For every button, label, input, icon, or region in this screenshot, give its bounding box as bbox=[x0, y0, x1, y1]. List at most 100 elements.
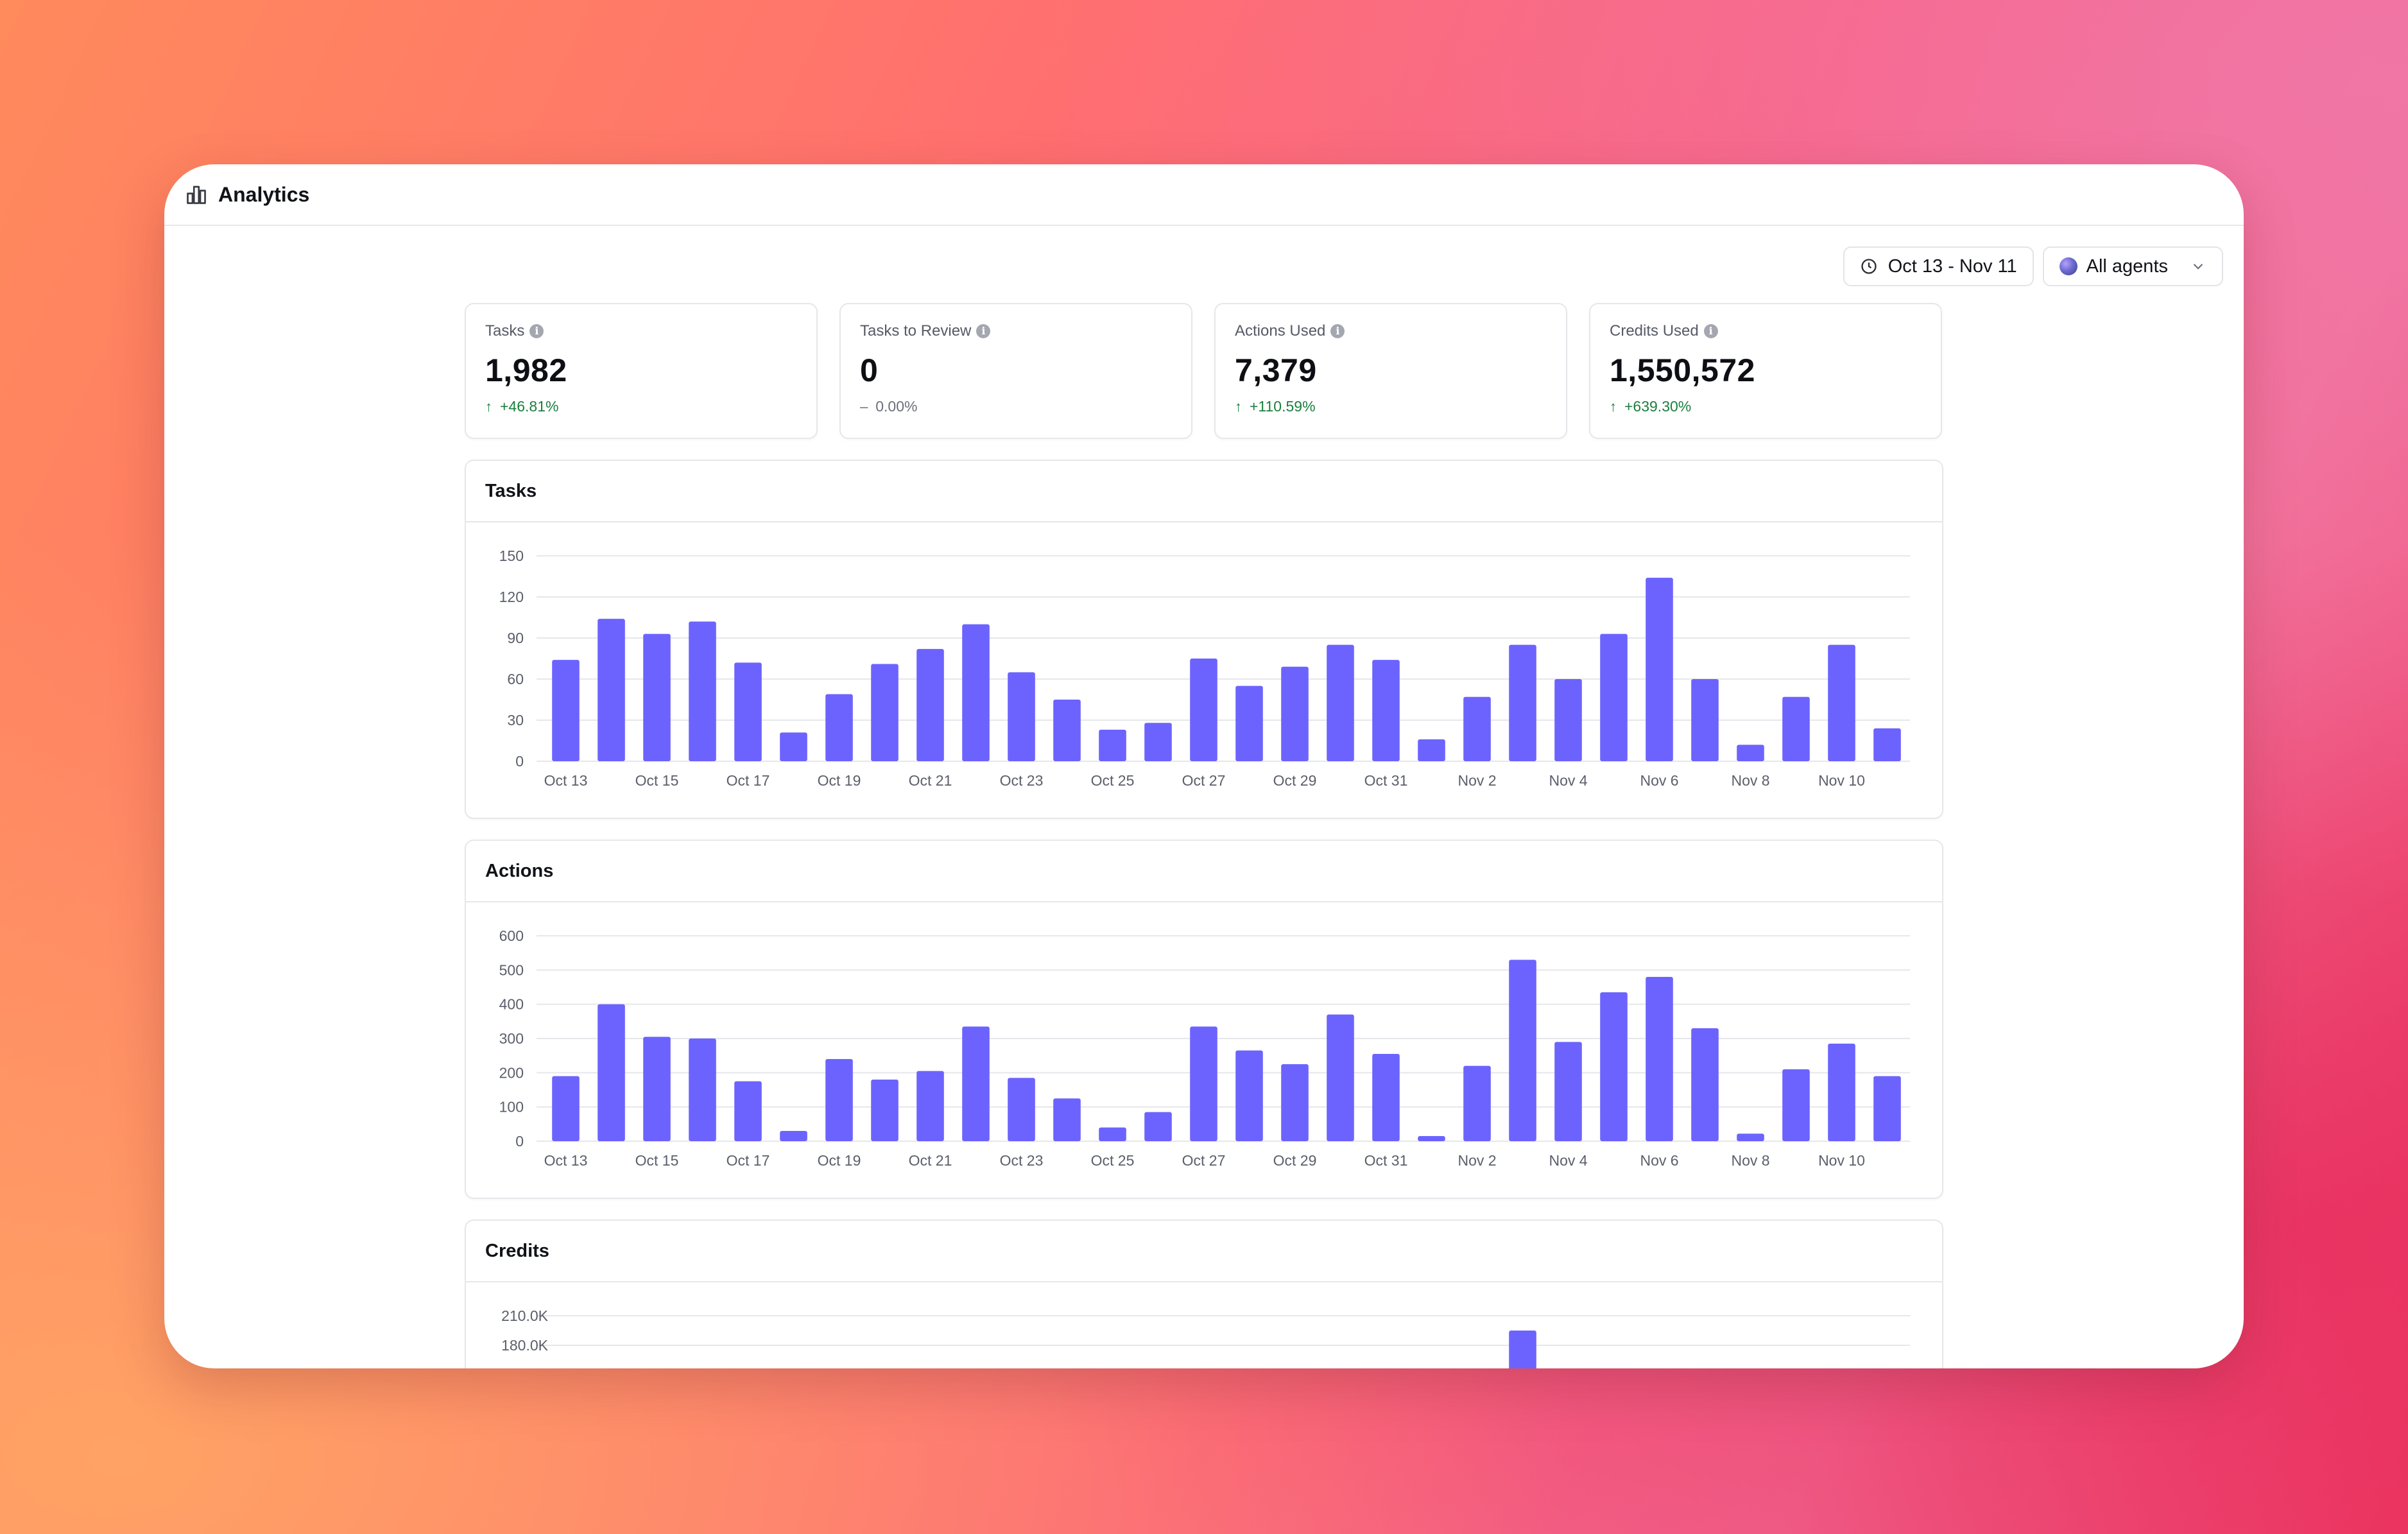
bar-oct-31[interactable] bbox=[1372, 660, 1400, 761]
x-tick-label: Oct 21 bbox=[909, 1152, 952, 1169]
bar-oct-20[interactable] bbox=[871, 664, 899, 761]
bar-oct-22[interactable] bbox=[962, 1026, 990, 1141]
bar-oct-27[interactable] bbox=[1190, 1026, 1217, 1141]
bar-oct-31[interactable] bbox=[1372, 1054, 1400, 1141]
x-tick-label: Oct 13 bbox=[544, 772, 588, 789]
bar-oct-18[interactable] bbox=[780, 1131, 807, 1141]
card-title: Credits bbox=[485, 1240, 549, 1261]
bar-nov-6[interactable] bbox=[1646, 578, 1673, 761]
stat-change: +110.59% bbox=[1250, 398, 1316, 415]
bar-oct-30[interactable] bbox=[1327, 644, 1354, 761]
stat-value: 1,982 bbox=[485, 352, 567, 388]
bar-oct-24[interactable] bbox=[1053, 1098, 1081, 1141]
bar-oct-16[interactable] bbox=[689, 621, 716, 761]
stat-card-tasks: Tasks i 1,982 ↑ +46.81% bbox=[465, 303, 818, 439]
info-icon[interactable]: i bbox=[529, 324, 544, 338]
bar-nov-4[interactable] bbox=[1554, 1042, 1582, 1141]
bar-oct-23[interactable] bbox=[1008, 672, 1035, 761]
bar-oct-19[interactable] bbox=[825, 1059, 853, 1141]
arrow-up-icon: ↑ bbox=[1235, 398, 1242, 415]
bar-nov-11[interactable] bbox=[1873, 1076, 1901, 1141]
bar-oct-19[interactable] bbox=[825, 694, 853, 761]
bar-oct-26[interactable] bbox=[1144, 723, 1172, 761]
bar-nov-4[interactable] bbox=[1554, 679, 1582, 761]
bar-nov-1[interactable] bbox=[1418, 739, 1445, 761]
bar-nov-7[interactable] bbox=[1691, 679, 1719, 761]
info-icon[interactable]: i bbox=[1330, 324, 1345, 338]
bar-nov-9[interactable] bbox=[1782, 1069, 1810, 1141]
bar-oct-24[interactable] bbox=[1053, 700, 1081, 761]
bar-chart-icon bbox=[187, 185, 206, 204]
bar-oct-22[interactable] bbox=[962, 624, 990, 761]
bar-nov-10[interactable] bbox=[1828, 644, 1855, 761]
stat-label: Credits Used bbox=[1610, 322, 1699, 340]
bar-nov-3[interactable] bbox=[1509, 1331, 1536, 1368]
analytics-window: Analytics Oct 13 - Nov 11 All agents Tas… bbox=[164, 164, 2244, 1368]
bar-oct-16[interactable] bbox=[689, 1038, 716, 1141]
x-tick-label: Oct 31 bbox=[1364, 772, 1408, 789]
x-tick-label: Nov 8 bbox=[1731, 1152, 1769, 1169]
x-tick-label: Oct 25 bbox=[1091, 772, 1135, 789]
bar-nov-2[interactable] bbox=[1463, 696, 1491, 761]
bar-nov-3[interactable] bbox=[1509, 960, 1536, 1141]
bar-oct-27[interactable] bbox=[1190, 659, 1217, 761]
bar-oct-17[interactable] bbox=[734, 662, 762, 761]
page-title: Analytics bbox=[218, 182, 310, 206]
bar-oct-15[interactable] bbox=[643, 1037, 671, 1141]
arrow-up-icon: ↑ bbox=[485, 398, 492, 415]
bar-oct-26[interactable] bbox=[1144, 1112, 1172, 1141]
bar-oct-25[interactable] bbox=[1099, 1127, 1126, 1141]
x-tick-label: Oct 23 bbox=[1000, 1152, 1044, 1169]
bar-oct-13[interactable] bbox=[552, 1076, 580, 1141]
bar-oct-14[interactable] bbox=[598, 619, 625, 761]
x-tick-label: Nov 4 bbox=[1549, 1152, 1587, 1169]
bar-oct-15[interactable] bbox=[643, 633, 671, 761]
bar-oct-29[interactable] bbox=[1281, 1064, 1309, 1141]
bar-oct-30[interactable] bbox=[1327, 1014, 1354, 1141]
bar-nov-11[interactable] bbox=[1873, 728, 1901, 761]
bar-nov-3[interactable] bbox=[1509, 644, 1536, 761]
info-icon[interactable]: i bbox=[976, 324, 991, 338]
card-title: Actions bbox=[485, 860, 554, 881]
bar-oct-23[interactable] bbox=[1008, 1078, 1035, 1141]
x-tick-label: Nov 4 bbox=[1549, 772, 1587, 789]
x-tick-label: Oct 23 bbox=[1000, 772, 1044, 789]
bar-oct-28[interactable] bbox=[1235, 685, 1263, 761]
bar-nov-5[interactable] bbox=[1600, 633, 1628, 761]
y-tick-label: 400 bbox=[499, 996, 524, 1013]
agent-filter-select[interactable]: All agents bbox=[2042, 246, 2223, 286]
bar-nov-8[interactable] bbox=[1737, 745, 1764, 761]
bar-oct-18[interactable] bbox=[780, 732, 807, 761]
bar-oct-28[interactable] bbox=[1235, 1050, 1263, 1141]
arrow-up-icon: ↑ bbox=[1610, 398, 1617, 415]
bar-nov-1[interactable] bbox=[1418, 1136, 1445, 1141]
stat-card-actions-used: Actions Used i 7,379 ↑ +110.59% bbox=[1214, 303, 1567, 439]
bar-oct-21[interactable] bbox=[916, 649, 944, 761]
card-title: Tasks bbox=[485, 480, 537, 501]
bar-oct-21[interactable] bbox=[916, 1071, 944, 1141]
bar-nov-6[interactable] bbox=[1646, 977, 1673, 1141]
info-icon[interactable]: i bbox=[1703, 324, 1718, 338]
stat-label: Actions Used bbox=[1235, 322, 1326, 340]
bar-oct-13[interactable] bbox=[552, 660, 580, 761]
bar-nov-5[interactable] bbox=[1600, 992, 1628, 1141]
bar-nov-10[interactable] bbox=[1828, 1044, 1855, 1141]
bar-oct-25[interactable] bbox=[1099, 729, 1126, 761]
bar-nov-7[interactable] bbox=[1691, 1028, 1719, 1141]
bar-nov-8[interactable] bbox=[1737, 1133, 1764, 1141]
y-tick-label: 0 bbox=[515, 753, 524, 770]
chevron-down-icon bbox=[2193, 263, 2203, 270]
bar-oct-17[interactable] bbox=[734, 1081, 762, 1141]
stat-change: +639.30% bbox=[1624, 398, 1692, 415]
bar-oct-20[interactable] bbox=[871, 1080, 899, 1141]
x-tick-label: Nov 6 bbox=[1640, 1152, 1678, 1169]
bar-nov-9[interactable] bbox=[1782, 696, 1810, 761]
bar-oct-29[interactable] bbox=[1281, 666, 1309, 761]
y-tick-label: 0 bbox=[515, 1133, 524, 1150]
x-tick-label: Oct 21 bbox=[909, 772, 952, 789]
bar-oct-14[interactable] bbox=[598, 1004, 625, 1141]
bar-nov-2[interactable] bbox=[1463, 1065, 1491, 1141]
date-range-button[interactable]: Oct 13 - Nov 11 bbox=[1843, 246, 2034, 286]
main-content: Tasks i 1,982 ↑ +46.81% Tasks to Review i 0… bbox=[465, 303, 1943, 1368]
y-tick-label: 210.0K bbox=[501, 1307, 549, 1324]
